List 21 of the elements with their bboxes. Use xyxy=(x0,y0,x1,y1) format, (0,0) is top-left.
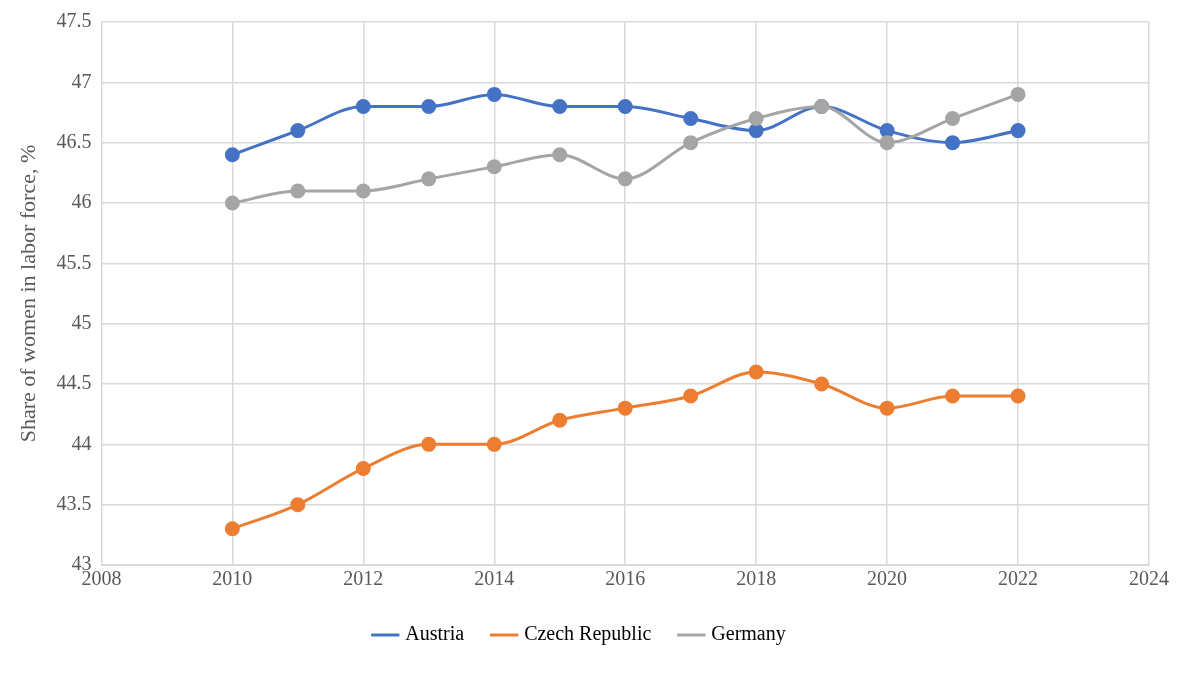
y-tick-label: 47.5 xyxy=(56,9,92,32)
y-tick-label: 44 xyxy=(71,431,92,454)
y-tick-label: 46.5 xyxy=(56,129,92,152)
y-tick-label: 45 xyxy=(71,310,92,333)
y-tick-label: 43.5 xyxy=(56,491,92,514)
x-tick-label: 2022 xyxy=(998,567,1039,590)
x-tick-label: 2024 xyxy=(1129,567,1169,590)
legend-label: Germany xyxy=(711,622,786,646)
y-axis-title: Share of women in labor force, % xyxy=(14,144,40,443)
x-tick-label: 2018 xyxy=(736,567,777,590)
y-tick-label: 47 xyxy=(71,69,92,92)
legend-label: Czech Republic xyxy=(524,622,652,646)
x-tick-label: 2012 xyxy=(343,567,384,590)
x-tick-label: 2010 xyxy=(212,567,253,590)
x-tick-label: 2016 xyxy=(605,567,646,590)
y-tick-label: 44.5 xyxy=(56,371,92,394)
y-tick-label: 46 xyxy=(71,190,92,213)
y-tick-label: 45.5 xyxy=(56,250,92,273)
x-tick-label: 2020 xyxy=(867,567,908,590)
legend-label: Austria xyxy=(405,622,465,645)
x-tick-label: 2014 xyxy=(474,567,515,590)
